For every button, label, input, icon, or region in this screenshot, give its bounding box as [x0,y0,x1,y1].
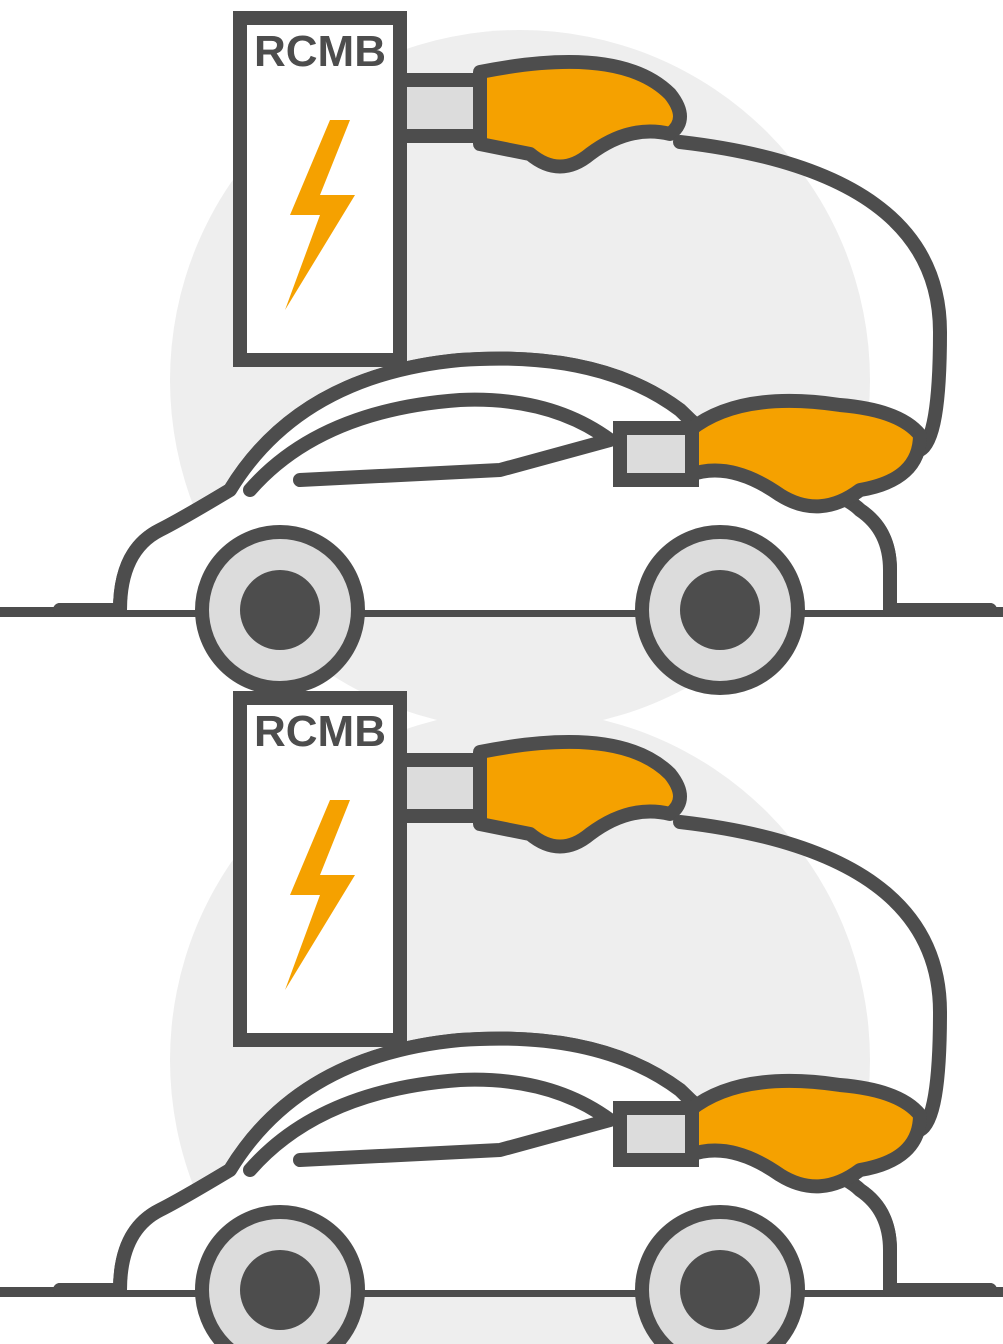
wheel-hub [240,1250,320,1330]
wheel-hub [240,570,320,650]
plug-connector-top [400,80,480,136]
plug-connector-bottom [620,1108,692,1160]
station-label: RCMB [254,27,386,76]
plug-connector-bottom [620,428,692,480]
diagram-canvas: RCMB RCMB [0,0,1003,1344]
station-label: RCMB [254,707,386,756]
wheel-hub [680,570,760,650]
plug-connector-top [400,760,480,816]
wheel-hub [680,1250,760,1330]
